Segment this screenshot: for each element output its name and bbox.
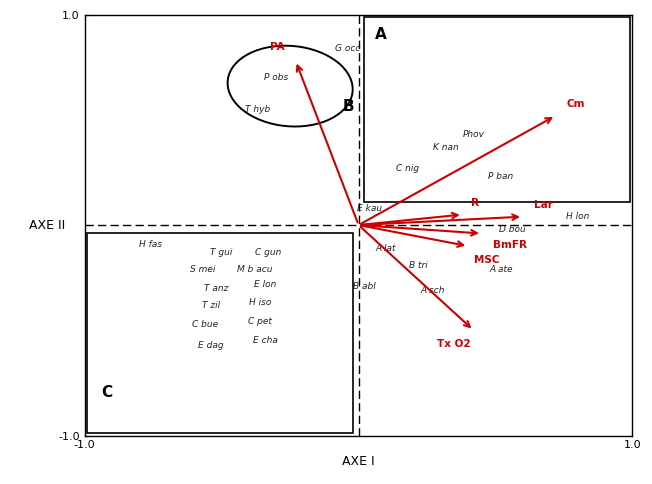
Text: H iso: H iso [249,299,271,307]
Text: E cha: E cha [253,336,278,346]
Text: C nig: C nig [396,164,419,173]
Text: Lar: Lar [534,200,553,211]
Text: R: R [471,198,479,208]
Text: E kau: E kau [357,204,382,212]
Text: H lon: H lon [566,212,589,221]
Text: B: B [342,99,354,114]
Text: E lon: E lon [254,280,276,288]
Text: B tri: B tri [409,260,428,270]
Text: D bou: D bou [499,225,526,234]
Text: T hyb: T hyb [244,105,270,114]
Text: G occ: G occ [335,44,361,53]
Text: E dag: E dag [198,341,224,349]
Text: C gun: C gun [255,248,282,257]
Bar [87,233,353,434]
Text: K nan: K nan [434,143,459,151]
Text: Phov: Phov [463,130,484,139]
Text: P obs: P obs [264,73,289,82]
Text: C: C [101,385,112,400]
Text: A lat: A lat [376,244,396,253]
Bar [364,16,630,202]
Text: C pet: C pet [248,318,272,326]
Text: Tx O2: Tx O2 [437,339,471,349]
Text: P ban: P ban [488,172,514,181]
Text: M b acu: M b acu [237,265,273,274]
Text: H fas: H fas [139,240,162,248]
Text: PA: PA [270,43,285,52]
Text: C bue: C bue [192,319,218,329]
X-axis label: AXE I: AXE I [342,454,375,468]
Text: T zil: T zil [201,301,220,310]
Text: T gui: T gui [211,248,233,257]
Text: T anz: T anz [204,284,228,293]
Text: BmFR: BmFR [493,240,527,250]
Text: A: A [375,27,387,42]
Text: AXE II: AXE II [29,219,66,231]
Text: A ate: A ate [489,265,512,274]
Text: S mei: S mei [190,265,215,274]
Text: A sch: A sch [421,286,445,295]
Text: Cm: Cm [567,99,585,109]
Text: B abl: B abl [353,282,376,290]
Text: MSC: MSC [473,255,499,265]
